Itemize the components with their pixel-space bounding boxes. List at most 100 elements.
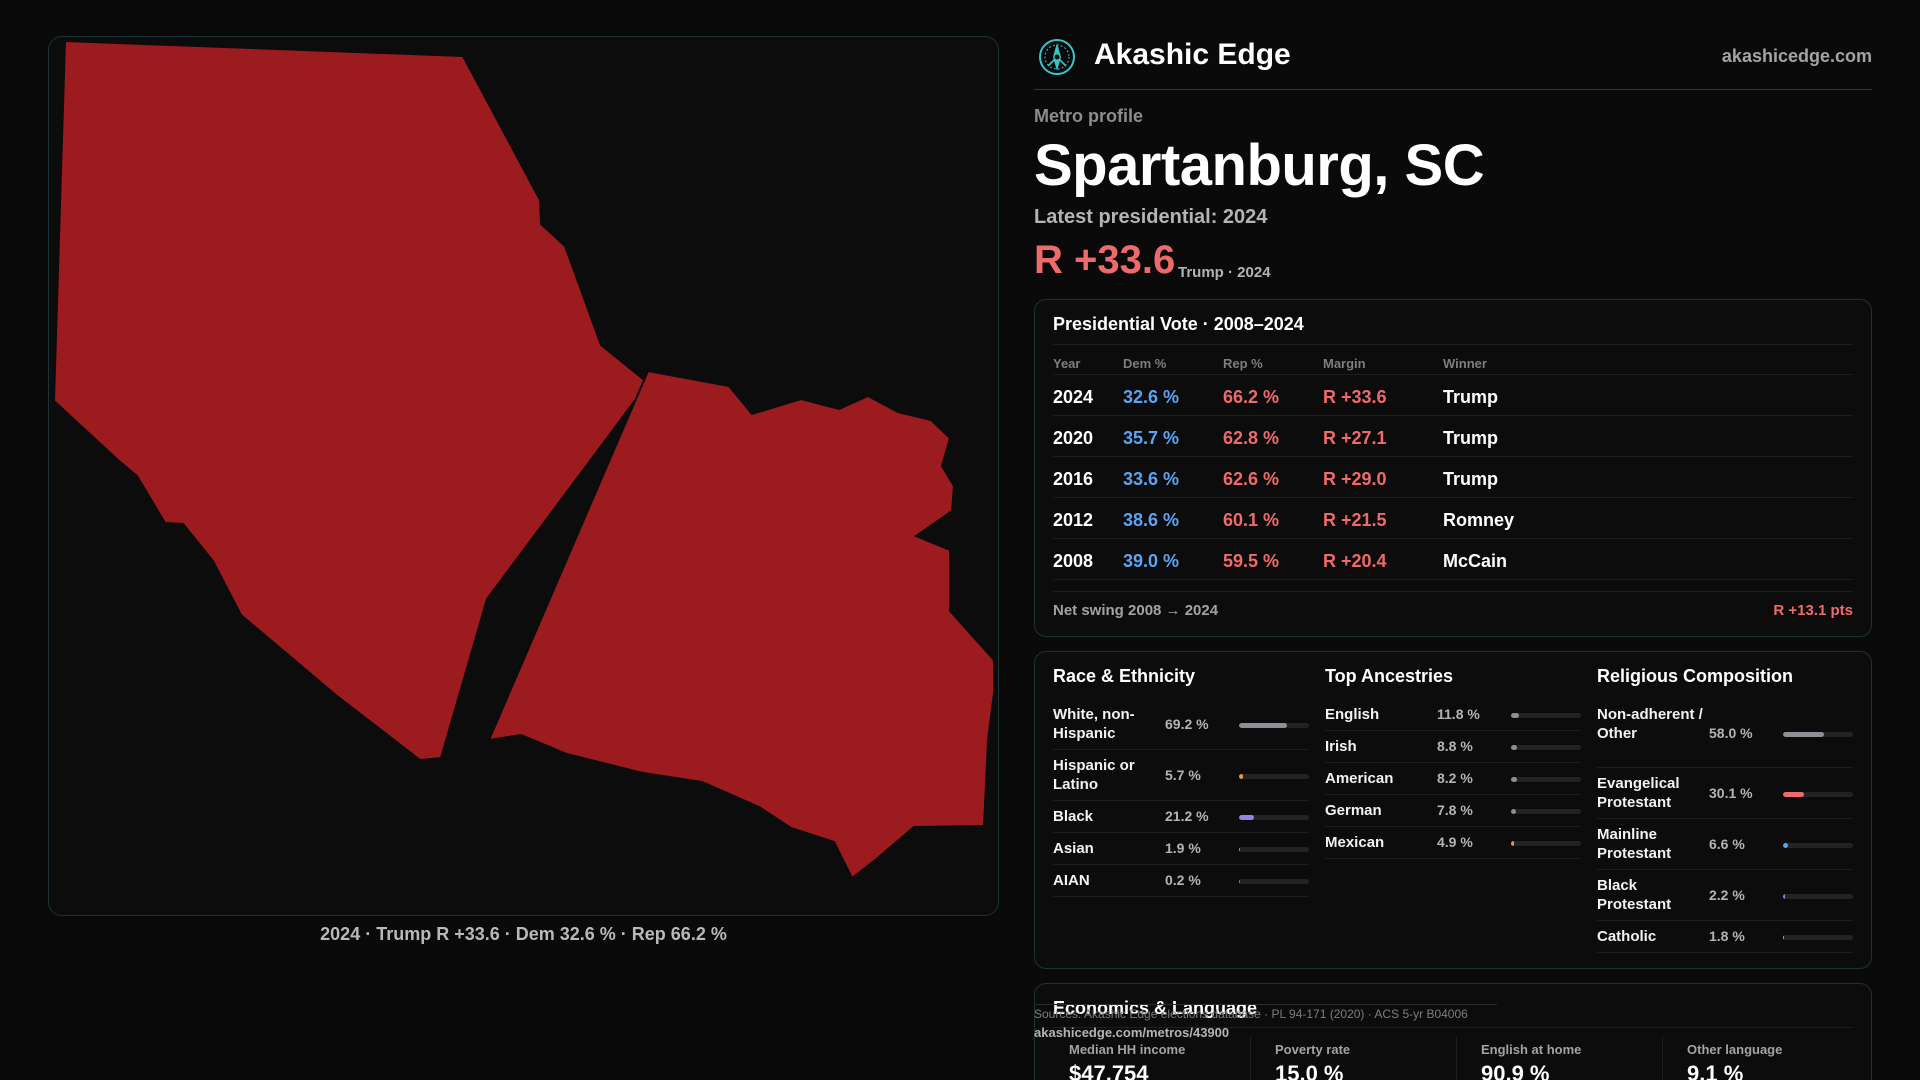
stat-bar: [1511, 777, 1581, 782]
cell-margin: R +27.1: [1323, 428, 1387, 448]
metro-map[interactable]: [48, 36, 999, 916]
stat-bar-fill: [1239, 879, 1241, 884]
cell-rep: 59.5 %: [1223, 551, 1280, 571]
cell-margin: R +21.5: [1323, 510, 1387, 530]
divider: [1053, 344, 1853, 345]
stat-row[interactable]: Mainline Protestant 6.6 %: [1597, 819, 1853, 870]
stat-bar: [1511, 713, 1581, 718]
stat-bar: [1511, 809, 1581, 814]
cell-margin: R +29.0: [1323, 469, 1387, 489]
table-row[interactable]: 2008 39.0 % 59.5 % R +20.4 McCain: [1053, 539, 1853, 580]
metro-profile-panel: Akashic Edge akashicedge.com Metro profi…: [1034, 0, 1872, 1080]
stat-label: German: [1325, 802, 1382, 819]
card-title: Top Ancestries: [1325, 666, 1454, 686]
stat-row[interactable]: AIAN 0.2 %: [1053, 865, 1309, 897]
cell-winner: Trump: [1443, 428, 1499, 448]
cell-winner: Romney: [1443, 510, 1515, 530]
table-row[interactable]: 2024 32.6 % 66.2 % R +33.6 Trump: [1053, 375, 1853, 416]
stat-value: 7.8 %: [1437, 802, 1473, 818]
stat-bar-fill: [1783, 792, 1805, 797]
stat-bar-fill: [1239, 723, 1288, 728]
stat-row[interactable]: Asian 1.9 %: [1053, 833, 1309, 865]
divider: [1053, 591, 1853, 592]
stat-value: 2.2 %: [1709, 887, 1745, 903]
table-row[interactable]: 2020 35.7 % 62.8 % R +27.1 Trump: [1053, 416, 1853, 457]
stat-bar: [1783, 894, 1853, 899]
stat-row[interactable]: American 8.2 %: [1325, 763, 1581, 795]
compass-icon[interactable]: [1038, 38, 1076, 76]
stat-row[interactable]: Black Protestant 2.2 %: [1597, 870, 1853, 921]
stat-bar-fill: [1511, 777, 1517, 782]
stat-row[interactable]: White, non-Hispanic 69.2 %: [1053, 699, 1309, 750]
county-shape-south[interactable]: [487, 369, 995, 880]
stat-value: 4.9 %: [1437, 834, 1473, 850]
county-shapes: [52, 39, 995, 880]
econ-stat-label: Median HH income: [1069, 1042, 1186, 1057]
stat-bar: [1239, 847, 1309, 852]
stat-row[interactable]: Catholic 1.8 %: [1597, 921, 1853, 953]
cell-winner: McCain: [1443, 551, 1508, 571]
permalink[interactable]: akashicedge.com/metros/43900: [1034, 1025, 1230, 1040]
stat-label: American: [1325, 770, 1394, 787]
stat-row[interactable]: Non-adherent / Other 58.0 %: [1597, 699, 1853, 768]
stat-label: Catholic: [1597, 928, 1657, 945]
divider: [1053, 1027, 1853, 1028]
econ-stat-label: Poverty rate: [1275, 1042, 1351, 1057]
ancestries-column: Top Ancestries English 11.8 % Irish 8.8 % Am…: [1325, 666, 1581, 859]
stat-row[interactable]: Irish 8.8 %: [1325, 731, 1581, 763]
header-year: Year: [1053, 356, 1081, 371]
religion-column: Religious Composition Non-adherent / Oth…: [1597, 666, 1853, 953]
sources-note: Sources: Akashic Edge elections database…: [1034, 1004, 1497, 1021]
header-dem: Dem %: [1123, 356, 1167, 371]
cell-year: 2024: [1053, 387, 1094, 407]
stat-row[interactable]: Mexican 4.9 %: [1325, 827, 1581, 859]
stat-value: 30.1 %: [1709, 785, 1753, 801]
econ-stat-value: 15.0 %: [1275, 1061, 1344, 1080]
card-title: Presidential Vote · 2008–2024: [1053, 314, 1304, 334]
latest-presidential: Latest presidential: 2024: [1034, 206, 1268, 228]
stat-row[interactable]: English 11.8 %: [1325, 699, 1581, 731]
stat-bar: [1783, 792, 1853, 797]
econ-stat-label: English at home: [1481, 1042, 1582, 1057]
stat-label: Irish: [1325, 738, 1357, 755]
econ-stat: Median HH income $47,754: [1053, 1042, 1243, 1080]
stat-row[interactable]: Black 21.2 %: [1053, 801, 1309, 833]
stat-bar: [1239, 879, 1309, 884]
stat-bar-fill: [1783, 935, 1785, 940]
stat-label: English: [1325, 706, 1380, 723]
stat-bar: [1783, 732, 1853, 737]
brand-name: Akashic Edge: [1094, 38, 1291, 71]
economics-card: Economics & Language Median HH income $4…: [1034, 983, 1872, 1080]
stat-row[interactable]: Evangelical Protestant 30.1 %: [1597, 768, 1853, 819]
profile-eyebrow: Metro profile: [1034, 106, 1144, 126]
cell-dem: 32.6 %: [1123, 387, 1180, 407]
stat-bar-fill: [1511, 745, 1518, 750]
stat-bar-fill: [1783, 894, 1785, 899]
econ-stat-value: 90.9 %: [1481, 1061, 1550, 1080]
stat-value: 11.8 %: [1437, 706, 1480, 722]
cell-rep: 62.8 %: [1223, 428, 1280, 448]
cell-margin: R +20.4: [1323, 551, 1387, 571]
econ-stat-value: $47,754: [1069, 1061, 1149, 1080]
cell-dem: 33.6 %: [1123, 469, 1180, 489]
stat-bar: [1239, 774, 1309, 779]
stat-row[interactable]: Hispanic or Latino 5.7 %: [1053, 750, 1309, 801]
stat-label: Black: [1053, 808, 1094, 825]
county-shape-north[interactable]: [52, 39, 650, 762]
stat-label: Hispanic or Latino: [1053, 757, 1135, 793]
table-row[interactable]: 2016 33.6 % 62.6 % R +29.0 Trump: [1053, 457, 1853, 498]
stat-value: 8.8 %: [1437, 738, 1473, 754]
stat-bar-fill: [1239, 847, 1241, 852]
table-row[interactable]: 2012 38.6 % 60.1 % R +21.5 Romney: [1053, 498, 1853, 539]
stat-label: Asian: [1053, 840, 1094, 857]
stat-row[interactable]: German 7.8 %: [1325, 795, 1581, 827]
cell-rep: 66.2 %: [1223, 387, 1280, 407]
stat-bar: [1511, 841, 1581, 846]
demographics-card: Race & Ethnicity White, non-Hispanic 69.2…: [1034, 651, 1872, 969]
stat-label: Non-adherent / Other: [1597, 706, 1703, 742]
cell-dem: 35.7 %: [1123, 428, 1180, 448]
brand-url-link[interactable]: akashicedge.com: [1721, 46, 1872, 66]
cell-year: 2012: [1053, 510, 1094, 530]
stat-bar-fill: [1511, 713, 1520, 718]
header-rep: Rep %: [1223, 356, 1263, 371]
